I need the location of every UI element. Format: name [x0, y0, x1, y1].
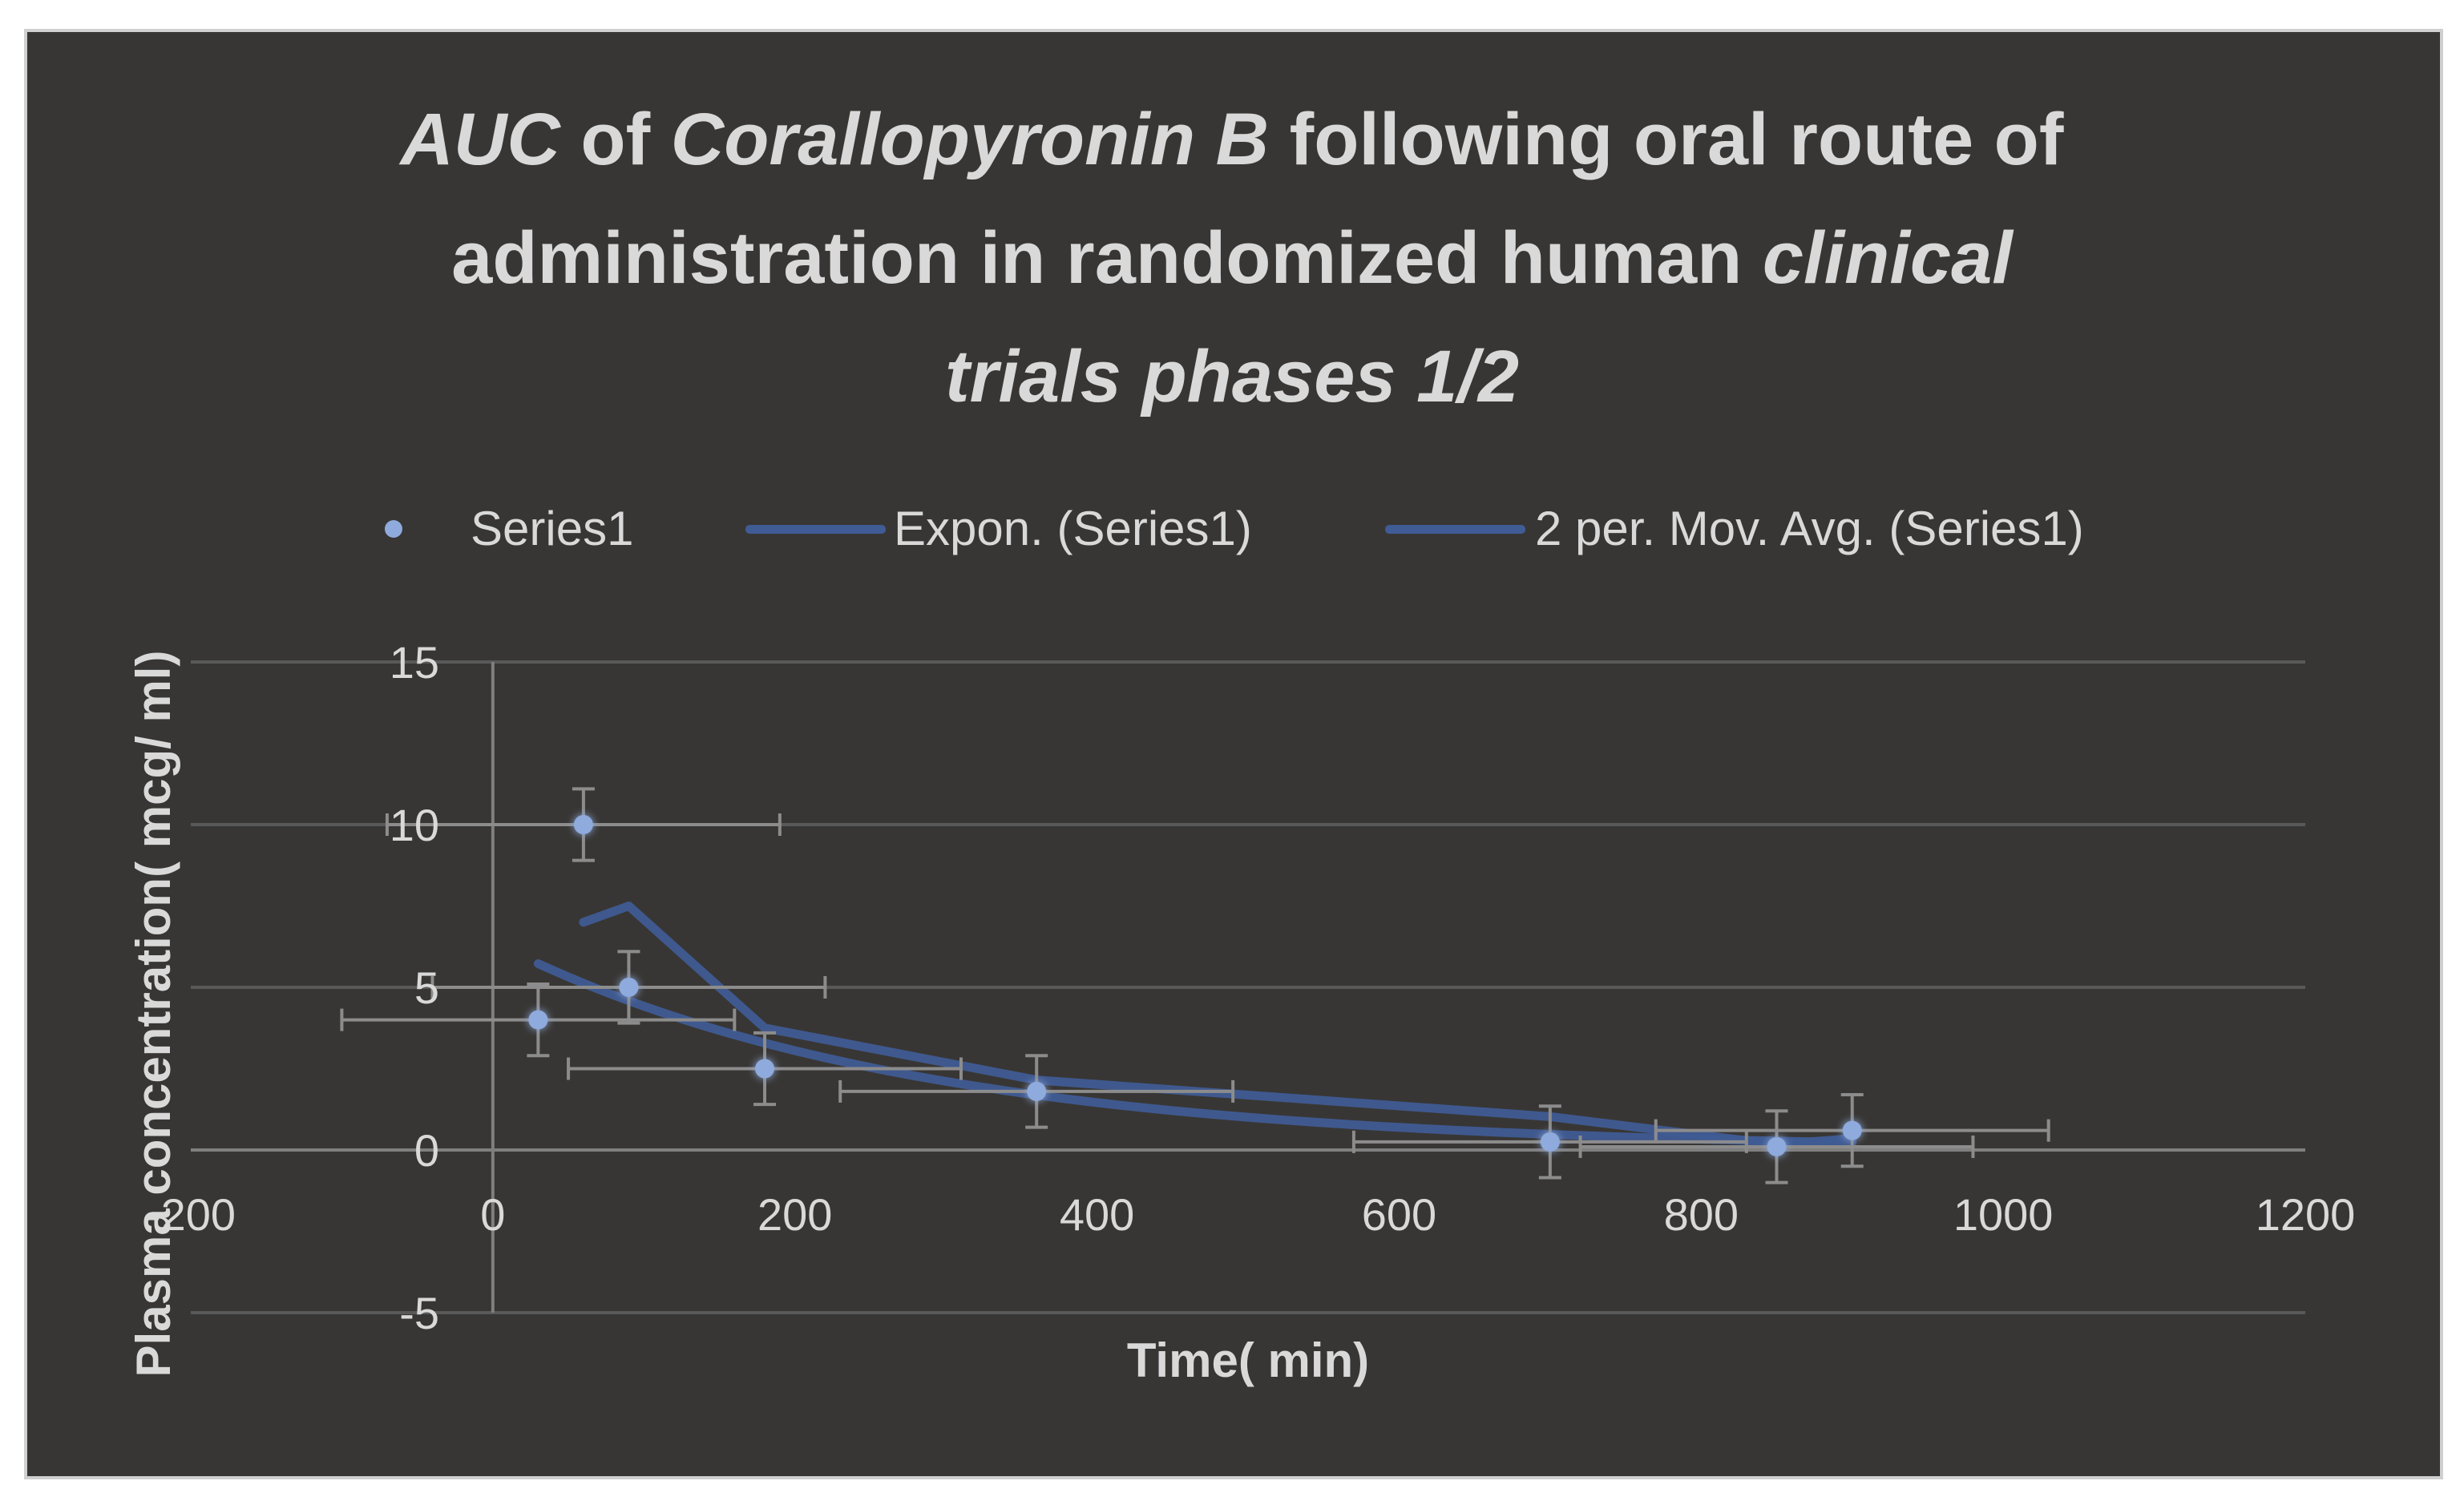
x-tick-label: 200	[757, 1189, 832, 1240]
chart-frame	[24, 29, 2443, 1479]
title-part: following oral route of	[1269, 99, 2064, 180]
legend-label: Series1	[471, 502, 634, 555]
x-tick-label: 0	[480, 1189, 505, 1240]
data-point	[1027, 1081, 1047, 1101]
data-point	[755, 1059, 775, 1079]
y-tick-label: 10	[390, 800, 439, 850]
x-tick-label: -200	[146, 1189, 236, 1240]
title-part: clinical	[1762, 217, 2013, 299]
legend-marker-icon	[385, 520, 402, 538]
data-point	[1842, 1120, 1862, 1140]
exponential-trendline	[533, 958, 1857, 1148]
title-part: of	[559, 99, 671, 180]
y-tick-label: 0	[414, 1125, 439, 1176]
data-point	[573, 815, 593, 834]
legend-label: Expon. (Series1)	[894, 502, 1252, 555]
legend-line-icon	[745, 525, 886, 534]
x-tick-label: 400	[1060, 1189, 1134, 1240]
x-tick-label: 600	[1362, 1189, 1436, 1240]
x-tick-label: 1000	[1953, 1189, 2054, 1240]
chart-title: AUC of Corallopyronin B following oral r…	[0, 80, 2464, 436]
data-point	[1767, 1136, 1787, 1156]
title-part: administration in randomized human	[451, 217, 1763, 299]
chart-legend: Series1 Expon. (Series1) 2 per. Mov. Avg…	[0, 493, 2464, 565]
x-axis-title: Time( min)	[1127, 1334, 1369, 1387]
data-point	[619, 978, 639, 997]
y-tick-label: 15	[390, 637, 439, 688]
title-part: trials phases 1/2	[945, 336, 1519, 418]
title-part: AUC	[400, 99, 560, 180]
data-point	[1540, 1132, 1560, 1152]
x-tick-label: 1200	[2256, 1189, 2356, 1240]
y-tick-label: 5	[414, 962, 439, 1013]
moving-average-trendline	[579, 902, 1857, 1149]
legend-label: 2 per. Mov. Avg. (Series1)	[1535, 502, 2084, 555]
title-part: Corallopyronin B	[670, 99, 1270, 180]
y-tick-label: -5	[399, 1288, 439, 1338]
x-tick-label: 800	[1664, 1189, 1739, 1240]
data-point	[528, 1010, 548, 1030]
legend-line-icon	[1385, 525, 1525, 534]
y-axis-title: Plasma concentration( mcg/ ml)	[127, 651, 180, 1378]
